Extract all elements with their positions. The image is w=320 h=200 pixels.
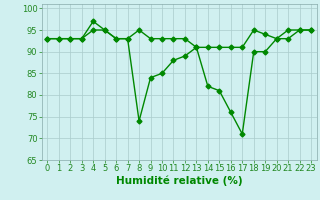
X-axis label: Humidité relative (%): Humidité relative (%) — [116, 176, 243, 186]
